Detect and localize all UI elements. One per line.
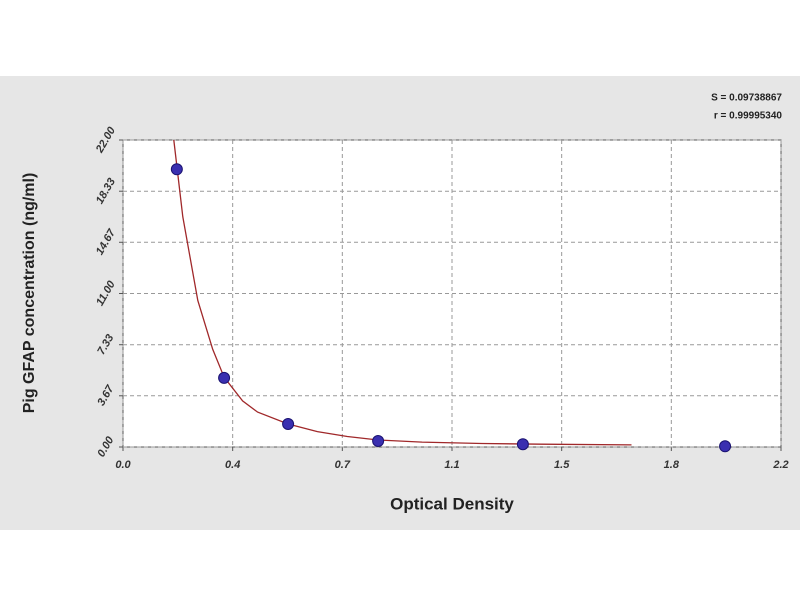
x-tick-label: 1.5: [554, 459, 570, 471]
x-tick-label: 0.0: [115, 459, 131, 471]
x-tick-label: 0.7: [335, 459, 351, 471]
data-point: [170, 163, 183, 176]
x-axis-label: Optical Density: [390, 494, 514, 513]
x-tick-label: 1.1: [444, 459, 459, 471]
data-point: [372, 434, 385, 447]
data-point: [516, 438, 529, 451]
data-point: [719, 440, 732, 453]
x-tick-label: 0.4: [225, 459, 240, 471]
x-tick-label: 1.8: [664, 459, 680, 471]
data-point: [282, 417, 295, 430]
y-axis-label: Pig GFAP concentration (ng/ml): [21, 173, 38, 414]
x-tick-label: 2.2: [772, 459, 788, 471]
data-point: [218, 371, 231, 384]
annotation: r = 0.99995340: [714, 111, 783, 122]
annotation: S = 0.09738867: [711, 93, 782, 104]
